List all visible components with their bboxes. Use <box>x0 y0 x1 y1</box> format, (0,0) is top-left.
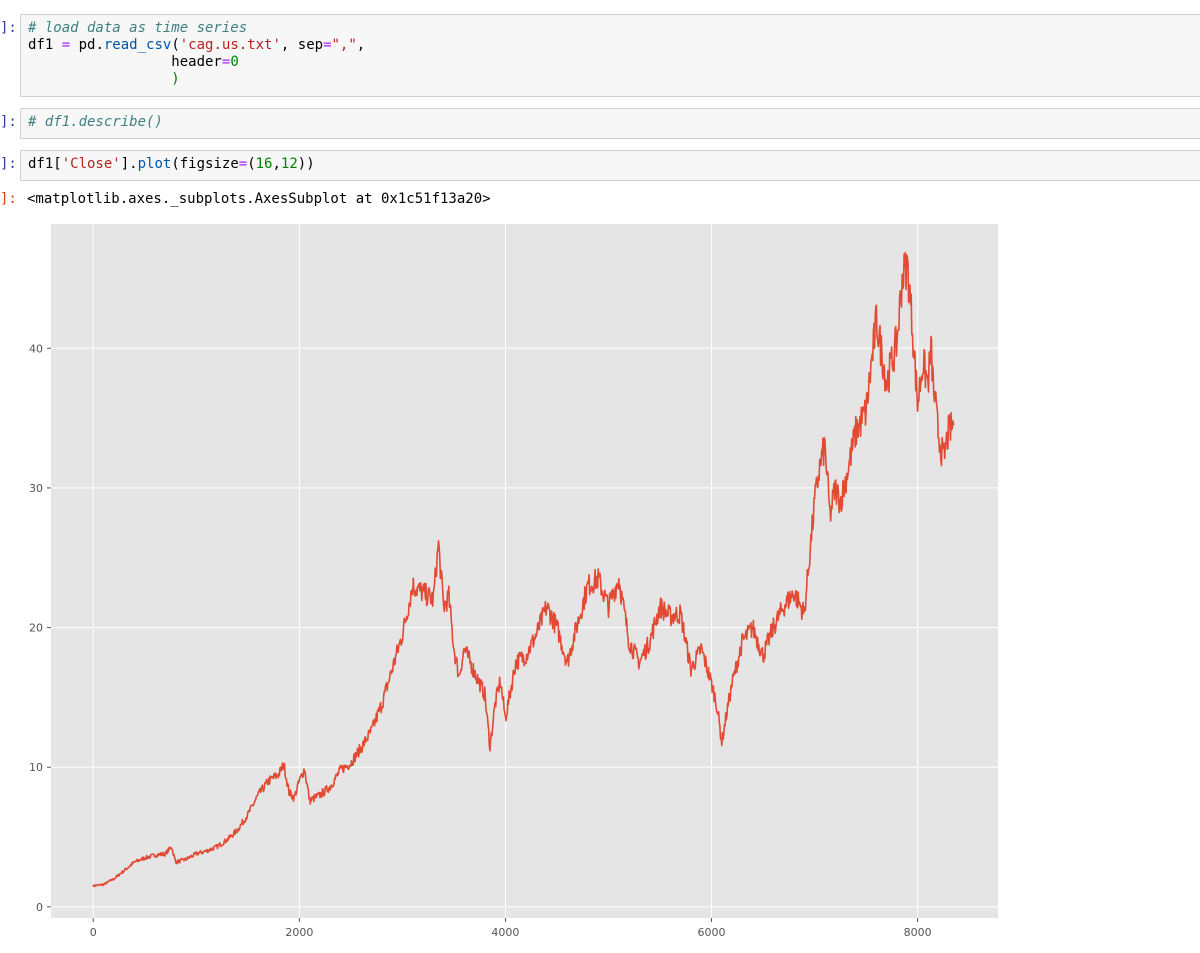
code-token: , <box>356 37 366 53</box>
code-token: 16 <box>255 156 273 172</box>
code-token: 'cag.us.txt' <box>179 37 281 53</box>
code-token: , <box>272 156 281 172</box>
code-token: = <box>323 37 332 53</box>
code-editor[interactable]: # load data as time series df1 = pd.read_… <box>28 20 1200 88</box>
code-token: ( <box>171 37 180 53</box>
code-token: plot <box>137 156 172 172</box>
y-tick-label: 10 <box>29 761 43 774</box>
code-token: )) <box>297 156 315 172</box>
code-token: df1[ <box>28 156 62 172</box>
y-tick-label: 30 <box>29 482 43 495</box>
close-price-line <box>92 251 955 888</box>
code-cell[interactable]: # df1.describe() <box>20 108 1200 139</box>
x-tick-label: 0 <box>90 926 97 939</box>
code-line: # df1.describe() <box>28 114 1200 131</box>
code-token: ( <box>247 156 256 172</box>
code-token: # df1.describe() <box>28 114 163 130</box>
x-tick-label: 4000 <box>491 926 519 939</box>
cell-prompt: ]: <box>0 114 17 130</box>
code-token: header <box>28 54 222 70</box>
plot-area <box>51 224 998 918</box>
y-tick-label: 40 <box>29 342 43 355</box>
code-token: = <box>221 54 231 70</box>
code-token: ]. <box>120 156 138 172</box>
output-prompt: ]: <box>0 191 17 207</box>
code-token: read_csv <box>103 37 172 53</box>
code-line: header=0 <box>28 54 1200 71</box>
x-tick-label: 6000 <box>698 926 726 939</box>
code-token: 0 <box>230 54 239 70</box>
code-token: ) <box>28 71 180 87</box>
y-tick-label: 0 <box>36 901 43 914</box>
code-editor[interactable]: df1['Close'].plot(figsize=(16,12)) <box>28 156 1200 173</box>
code-token: 'Close' <box>61 156 121 172</box>
code-line: df1['Close'].plot(figsize=(16,12)) <box>28 156 1200 173</box>
code-token: 12 <box>280 156 298 172</box>
code-token: # load data as time series <box>28 20 248 36</box>
cell-prompt: ]: <box>0 20 17 36</box>
line-chart: 0 2000 4000 6000 8000 0 10 20 30 40 <box>29 224 998 939</box>
code-editor[interactable]: # df1.describe() <box>28 114 1200 131</box>
code-token: pd. <box>70 37 104 53</box>
output-text: <matplotlib.axes._subplots.AxesSubplot a… <box>27 191 491 207</box>
x-tick-label: 2000 <box>285 926 313 939</box>
code-token: "," <box>331 37 357 53</box>
code-token: = <box>61 37 71 53</box>
code-line: ) <box>28 71 1200 88</box>
code-cell[interactable]: # load data as time series df1 = pd.read_… <box>20 14 1200 97</box>
code-token: , sep <box>280 37 324 53</box>
code-token: (figsize <box>171 156 239 172</box>
x-tick-label: 8000 <box>904 926 932 939</box>
code-line: # load data as time series <box>28 20 1200 37</box>
code-cell[interactable]: df1['Close'].plot(figsize=(16,12)) <box>20 150 1200 181</box>
code-token: = <box>238 156 248 172</box>
y-tick-label: 20 <box>29 622 43 635</box>
cell-prompt: ]: <box>0 156 17 172</box>
code-line: df1 = pd.read_csv('cag.us.txt', sep=",", <box>28 37 1200 54</box>
code-token: df1 <box>28 37 62 53</box>
